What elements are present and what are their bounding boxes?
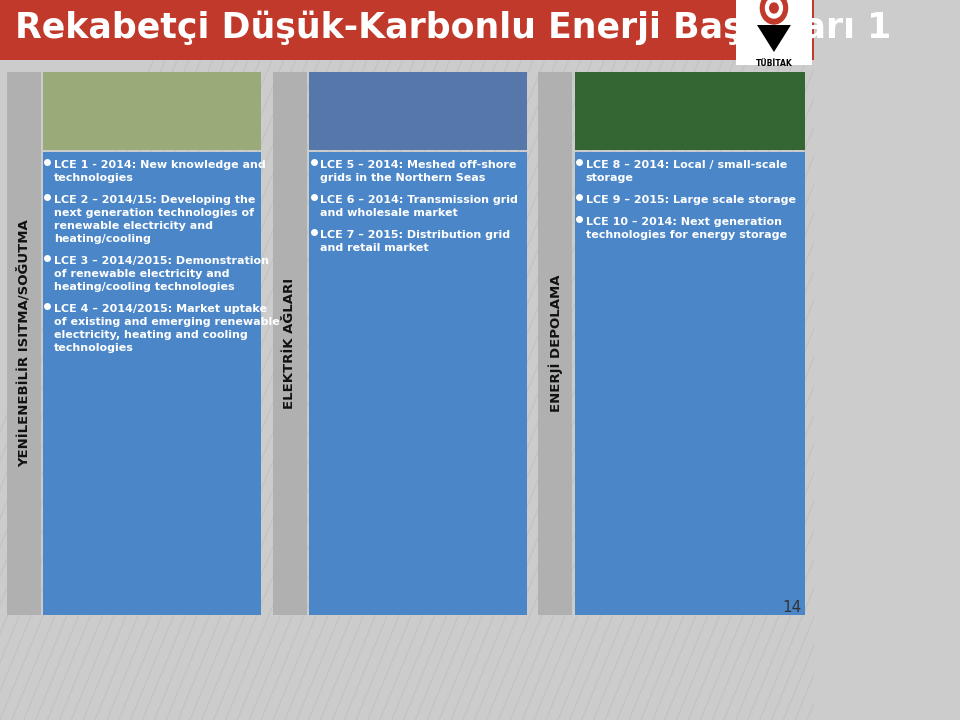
Circle shape	[760, 0, 787, 24]
Text: ELEKTRİK AĞLARI: ELEKTRİK AĞLARI	[283, 278, 297, 409]
Text: grids in the Northern Seas: grids in the Northern Seas	[321, 173, 486, 183]
Bar	[43, 72, 261, 150]
Bar	[735, 0, 812, 65]
Text: Rekabetçi Düşük-Karbonlu Enerji Başlıkları 1: Rekabetçi Düşük-Karbonlu Enerji Başlıkla…	[15, 11, 892, 45]
Text: renewable electricity and: renewable electricity and	[55, 221, 213, 231]
Text: TÜBİTAK: TÜBİTAK	[756, 59, 792, 68]
Text: storage: storage	[586, 173, 634, 183]
Text: LCE 3 – 2014/2015: Demonstration: LCE 3 – 2014/2015: Demonstration	[55, 256, 269, 266]
Polygon shape	[757, 25, 791, 52]
Text: LCE 8 – 2014: Local / small-scale: LCE 8 – 2014: Local / small-scale	[586, 160, 787, 170]
Text: LCE 10 – 2014: Next generation: LCE 10 – 2014: Next generation	[586, 217, 781, 227]
Text: of renewable electricity and: of renewable electricity and	[55, 269, 229, 279]
Text: YENİLENEBİLİR ISITMA/SOĞUTMA: YENİLENEBİLİR ISITMA/SOĞUTMA	[17, 220, 31, 467]
Text: next generation technologies of: next generation technologies of	[55, 208, 254, 218]
Text: 14: 14	[781, 600, 801, 616]
Text: of existing and emerging renewable: of existing and emerging renewable	[55, 317, 280, 327]
Bar	[575, 72, 805, 150]
Text: LCE 2 – 2014/15: Developing the: LCE 2 – 2014/15: Developing the	[55, 195, 255, 205]
Text: LCE 4 – 2014/2015: Market uptake: LCE 4 – 2014/2015: Market uptake	[55, 304, 267, 314]
Bar	[7, 72, 40, 615]
Bar	[309, 72, 527, 150]
Text: ENERJİ DEPOLAMA: ENERJİ DEPOLAMA	[548, 275, 563, 413]
Text: electricity, heating and cooling: electricity, heating and cooling	[55, 330, 248, 340]
Text: LCE 7 – 2015: Distribution grid: LCE 7 – 2015: Distribution grid	[321, 230, 511, 240]
Text: LCE 9 – 2015: Large scale storage: LCE 9 – 2015: Large scale storage	[586, 195, 796, 205]
Text: LCE 5 – 2014: Meshed off-shore: LCE 5 – 2014: Meshed off-shore	[321, 160, 516, 170]
Text: and wholesale market: and wholesale market	[321, 208, 458, 218]
Bar	[273, 72, 307, 615]
Text: technologies for energy storage: technologies for energy storage	[586, 230, 787, 240]
Circle shape	[770, 3, 779, 13]
Text: heating/cooling technologies: heating/cooling technologies	[55, 282, 235, 292]
Circle shape	[765, 0, 782, 18]
Text: and retail market: and retail market	[321, 243, 429, 253]
Text: technologies: technologies	[55, 173, 134, 183]
Bar	[43, 152, 261, 615]
Bar	[575, 152, 805, 615]
Text: LCE 6 – 2014: Transmission grid: LCE 6 – 2014: Transmission grid	[321, 195, 518, 205]
Text: technologies: technologies	[55, 343, 134, 353]
Text: LCE 1 - 2014: New knowledge and: LCE 1 - 2014: New knowledge and	[55, 160, 266, 170]
Bar	[0, 0, 814, 60]
Bar	[539, 72, 572, 615]
Text: heating/cooling: heating/cooling	[55, 234, 151, 244]
Bar	[309, 152, 527, 615]
